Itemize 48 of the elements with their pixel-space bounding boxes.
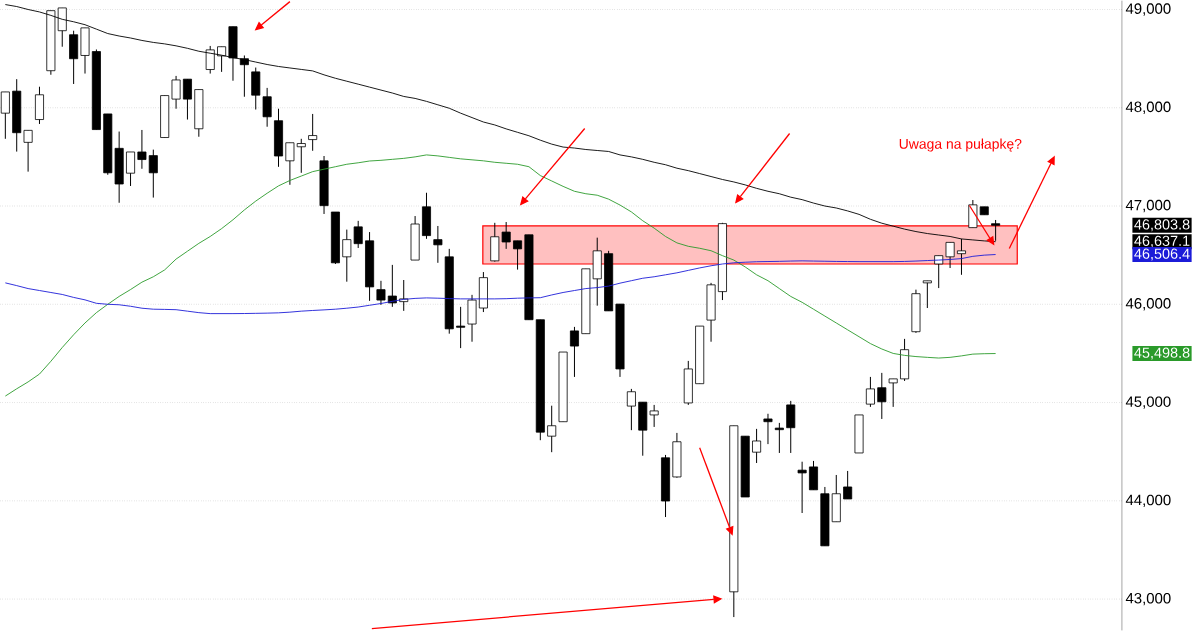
text: 45,498.8 (1134, 347, 1190, 360)
candlestick (285, 142, 295, 186)
candlestick (763, 413, 773, 445)
candlestick (843, 470, 853, 500)
y-tick-label: 44,000 (1125, 494, 1171, 508)
candlestick (69, 30, 79, 85)
candlestick (23, 129, 33, 173)
y-tick-label: 45,000 (1125, 396, 1171, 409)
candlestick (456, 306, 466, 349)
candlestick (171, 75, 181, 110)
candlestick (865, 376, 875, 408)
candlestick (877, 372, 887, 420)
candlestick (569, 326, 579, 378)
text: 46,506.4 (1134, 248, 1190, 261)
text: 46,637.1 (1134, 235, 1190, 248)
candlestick (752, 428, 762, 464)
candlestick (376, 280, 386, 306)
y-tick-label: 49,000 (1125, 3, 1171, 16)
candlestick (786, 400, 796, 454)
text: 46,803.8 (1134, 219, 1190, 232)
line-series (4, 154, 997, 397)
candlestick (433, 225, 443, 264)
candlestick (262, 87, 272, 128)
candlestick (888, 378, 898, 408)
candlestick (467, 294, 477, 343)
candlestick (774, 422, 784, 454)
candlestick (308, 113, 318, 152)
candlestick (126, 151, 136, 187)
candlestick (0, 91, 10, 140)
candlestick (137, 129, 147, 170)
candlestick (217, 46, 227, 73)
candlestick (922, 280, 932, 309)
y-tick-label: 48,000 (1125, 101, 1171, 115)
candlestick (251, 67, 261, 111)
y-tick-label: 47,000 (1125, 199, 1171, 213)
candlestick (205, 45, 215, 75)
candlestick (513, 240, 523, 271)
annotation: Uwaga na pułapkę? (899, 138, 1022, 152)
candlestick (182, 78, 192, 121)
candlestick (809, 460, 818, 491)
candlestick (945, 242, 955, 269)
candlestick (797, 461, 807, 514)
candlestick (547, 405, 557, 453)
y-tick-label: 46,000 (1125, 298, 1171, 311)
candlestick (148, 149, 158, 199)
y-tick-label: 43,000 (1125, 593, 1171, 606)
candlestick (296, 138, 306, 174)
candlestick (626, 388, 636, 431)
